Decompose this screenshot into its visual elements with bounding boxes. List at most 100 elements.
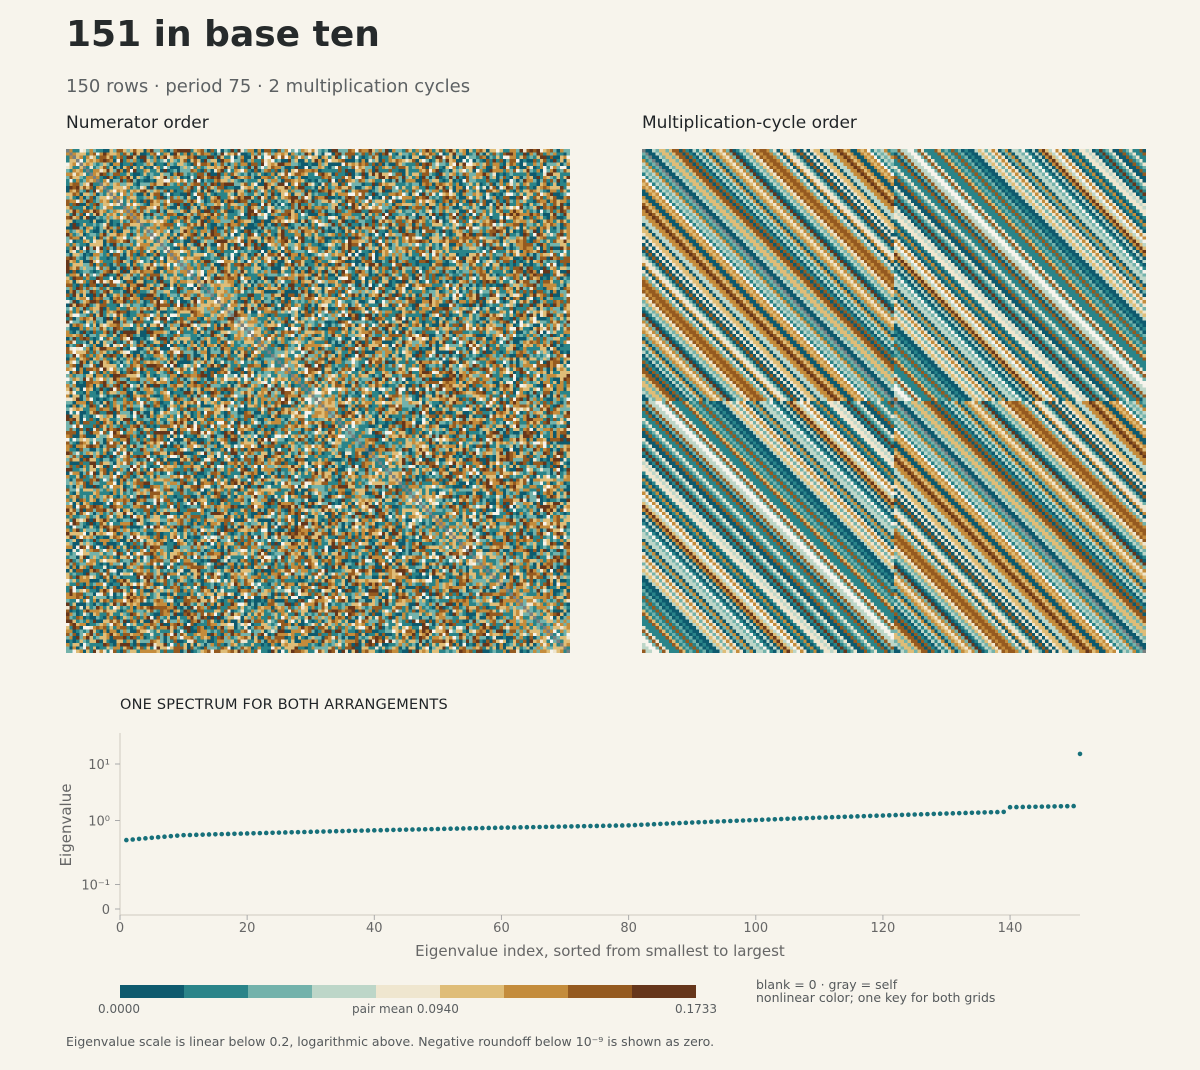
spectrum-heading: ONE SPECTRUM FOR BOTH ARRANGEMENTS: [120, 697, 448, 713]
eigenvalue-point: [728, 818, 733, 824]
eigenvalue-point: [645, 822, 650, 827]
eigenvalue-point: [537, 824, 542, 830]
eigenvalue-point: [861, 813, 867, 819]
eigenvalue-point: [1058, 803, 1064, 809]
eigenvalue-point: [543, 824, 549, 830]
eigenvalue-point: [734, 818, 739, 824]
eigenvalue-point: [124, 837, 129, 843]
eigenvalue-point: [251, 830, 256, 836]
x-tick-label: 80: [620, 921, 637, 936]
colorbar-mid-label: pair mean 0.0940: [352, 1002, 459, 1016]
eigenvalue-point: [759, 817, 765, 823]
eigenvalue-point: [372, 828, 377, 833]
eigenvalue-point: [944, 811, 949, 816]
colorbar-max-label: 0.1733: [675, 1002, 717, 1016]
spectrum-points: [124, 751, 1083, 843]
eigenvalue-point: [295, 829, 301, 835]
eigenvalue-point: [836, 814, 841, 820]
eigenvalue-point: [995, 809, 1000, 815]
colorbar-swatch-5: [440, 985, 504, 998]
eigenvalue-point: [365, 828, 371, 833]
eigenvalue-point: [270, 830, 275, 836]
eigenvalue-point: [639, 822, 644, 828]
eigenvalue-point: [340, 828, 345, 834]
eigenvalue-point: [689, 820, 695, 825]
x-tick-label: 0: [116, 921, 124, 936]
eigenvalue-point: [632, 822, 638, 828]
eigenvalue-point: [988, 809, 994, 815]
eigenvalue-point: [162, 834, 167, 840]
eigenvalue-point: [289, 830, 294, 835]
eigenvalue-point: [550, 824, 555, 830]
eigenvalue-point: [607, 823, 612, 829]
eigenvalue-point: [155, 834, 161, 840]
eigenvalue-point: [168, 833, 174, 839]
eigenvalue-point: [848, 814, 854, 819]
eigenvalue-point: [1077, 751, 1083, 757]
eigenvalue-point: [588, 823, 593, 829]
eigenvalue-point: [454, 826, 460, 831]
eigenvalue-point: [575, 823, 581, 829]
colorbar-swatch-1: [184, 985, 248, 998]
cycle-order-heatmap: [642, 149, 1146, 653]
eigenvalue-point: [524, 824, 530, 830]
eigenvalue-point: [276, 830, 282, 835]
spectrum-chart: 0 20 40 60 80 100 120 140 0 10⁻¹ 10⁰ 10¹ Eigenvalue…: [57, 733, 1083, 960]
eigenvalue-point: [193, 832, 199, 838]
eigenvalue-point: [1033, 804, 1038, 810]
eigenvalue-point: [346, 828, 352, 834]
eigenvalue-point: [238, 831, 244, 836]
eigenvalue-point: [1001, 809, 1007, 815]
y-tick-label: 10⁻¹: [81, 878, 110, 893]
x-axis-label: Eigenvalue index, sorted from smallest t…: [415, 942, 785, 960]
x-tick-label: 100: [743, 921, 768, 936]
eigenvalue-point: [263, 830, 269, 836]
eigenvalue-point: [772, 816, 778, 822]
eigenvalue-point: [480, 825, 485, 831]
eigenvalue-point: [282, 830, 288, 835]
eigenvalue-point: [937, 811, 943, 817]
eigenvalue-point: [925, 811, 930, 817]
eigenvalue-point: [664, 821, 670, 826]
eigenvalue-point: [950, 811, 956, 816]
eigenvalue-point: [130, 837, 136, 842]
eigenvalue-point: [747, 817, 752, 823]
eigenvalue-point: [486, 825, 492, 831]
eigenvalue-point: [391, 827, 396, 833]
y-tick-label: 0: [102, 903, 110, 918]
numerator-order-heatmap: [66, 149, 570, 653]
eigenvalue-point: [562, 824, 568, 829]
eigenvalue-point: [867, 813, 873, 819]
eigenvalue-point: [829, 814, 835, 820]
eigenvalue-point: [855, 814, 860, 819]
eigenvalue-point: [683, 820, 689, 826]
y-axis-label: Eigenvalue: [57, 784, 75, 867]
eigenvalue-point: [321, 829, 326, 834]
eigenvalue-point: [378, 827, 383, 833]
eigenvalue-point: [359, 828, 364, 833]
eigenvalue-point: [810, 815, 816, 821]
eigenvalue-point: [143, 836, 148, 841]
eigenvalue-point: [791, 816, 797, 821]
eigenvalue-point: [797, 816, 803, 821]
eigenvalue-point: [505, 825, 511, 830]
eigenvalue-point: [219, 831, 225, 837]
eigenvalue-point: [257, 830, 263, 836]
x-tick-label: 40: [366, 921, 383, 936]
eigenvalue-point: [651, 821, 657, 827]
numerator-order-title: Numerator order: [66, 113, 209, 133]
x-tick-label: 120: [870, 921, 895, 936]
eigenvalue-point: [753, 817, 759, 823]
colorbar-swatch-6: [504, 985, 568, 998]
eigenvalue-point: [899, 812, 905, 818]
eigenvalue-point: [785, 816, 790, 822]
eigenvalue-point: [435, 826, 441, 832]
eigenvalue-point: [1026, 804, 1032, 810]
eigenvalue-point: [416, 827, 422, 832]
eigenvalue-point: [982, 810, 987, 815]
page-title: 151 in base ten: [66, 14, 380, 55]
colorbar-swatch-0: [120, 985, 184, 998]
eigenvalue-point: [308, 829, 314, 835]
eigenvalue-point: [677, 820, 682, 826]
eigenvalue-point: [619, 823, 625, 828]
